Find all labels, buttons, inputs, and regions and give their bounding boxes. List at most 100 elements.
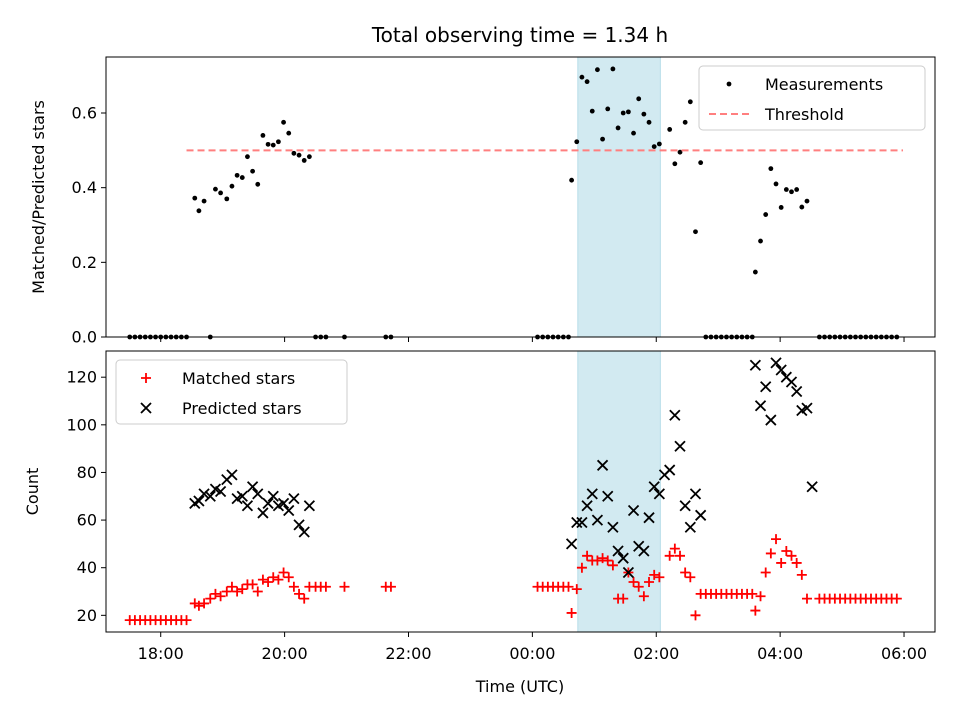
data-point <box>278 567 289 578</box>
data-point <box>263 576 274 587</box>
data-point <box>679 500 691 512</box>
data-point <box>664 464 676 476</box>
x-tick-label: 02:00 <box>633 644 679 663</box>
data-point <box>631 130 636 136</box>
data-point <box>796 569 807 580</box>
data-point <box>775 364 787 376</box>
x-tick-label: 00:00 <box>509 644 555 663</box>
data-point <box>786 550 797 561</box>
data-point <box>579 74 585 80</box>
data-point <box>210 588 221 599</box>
data-point <box>246 481 259 493</box>
data-point <box>781 546 792 557</box>
data-point <box>576 516 588 529</box>
data-point <box>791 557 802 568</box>
data-point <box>239 175 245 180</box>
data-point <box>574 139 580 145</box>
data-point <box>602 490 614 502</box>
axes-frame <box>105 350 936 633</box>
data-point <box>602 555 613 566</box>
legend-marker <box>141 373 151 383</box>
data-point <box>698 160 704 166</box>
data-point <box>669 543 680 554</box>
data-point <box>687 99 693 105</box>
data-point <box>252 488 264 500</box>
data-point <box>618 593 629 604</box>
legend-label: Predicted stars <box>182 399 302 418</box>
data-point <box>607 521 619 533</box>
data-point <box>265 141 271 147</box>
x-tick-label: 18:00 <box>138 644 184 663</box>
data-point <box>680 567 691 578</box>
data-point <box>648 481 660 493</box>
data-point <box>763 212 769 217</box>
data-point <box>293 519 305 531</box>
data-point <box>783 187 789 192</box>
y-tick-label: 0.4 <box>72 178 97 197</box>
data-point <box>584 79 590 85</box>
data-point <box>747 588 758 599</box>
data-point <box>789 189 794 195</box>
data-point <box>221 586 232 597</box>
bottom-panel: 20 40 60 80 100 120 18:00 20:00 22:00 00:00 02:00 0… <box>23 350 936 663</box>
legend: Measurements Threshold <box>698 65 926 131</box>
y-tick-label: 0.6 <box>72 104 97 123</box>
data-point <box>581 500 593 512</box>
data-point <box>684 521 696 533</box>
data-point <box>628 576 639 587</box>
data-point <box>620 110 626 116</box>
data-point <box>236 490 248 502</box>
data-point <box>298 526 310 538</box>
data-point <box>770 357 782 369</box>
y-axis-label: Count <box>23 468 42 516</box>
data-point <box>785 376 798 388</box>
data-point <box>339 581 350 592</box>
data-point <box>695 509 707 521</box>
data-point <box>778 205 784 210</box>
data-point <box>201 198 207 204</box>
data-point <box>218 190 223 196</box>
data-point <box>649 569 660 580</box>
y-tick-label: 60 <box>77 511 97 530</box>
data-point <box>288 581 299 592</box>
data-point <box>296 152 302 158</box>
data-point <box>752 269 758 275</box>
data-point <box>198 488 210 500</box>
top-panel: 0.0 0.2 0.4 0.6 Matched/Predicted stars Measu… <box>29 56 936 347</box>
series-predicted-stars <box>189 357 818 579</box>
data-point <box>672 161 678 167</box>
data-point <box>281 119 286 125</box>
data-point <box>320 581 331 592</box>
data-point <box>229 183 235 189</box>
data-point <box>241 500 254 512</box>
data-point <box>569 177 575 183</box>
data-point <box>689 488 702 500</box>
data-point <box>565 538 578 550</box>
data-point <box>196 208 202 214</box>
x-tick-label: 22:00 <box>385 644 431 663</box>
data-point <box>234 172 240 178</box>
data-point <box>283 504 295 517</box>
data-point <box>591 514 604 526</box>
data-point <box>214 485 227 498</box>
y-tick-label: 40 <box>77 558 97 577</box>
data-point <box>610 66 616 72</box>
data-point <box>192 195 198 201</box>
y-tick-label: 100 <box>66 415 97 434</box>
data-point <box>653 488 665 500</box>
y-tick-label: 0.0 <box>72 328 97 347</box>
data-point <box>385 581 396 592</box>
chart-title: Total observing time = 1.34 h <box>371 23 668 47</box>
legend-label: Matched stars <box>182 369 295 388</box>
data-point <box>638 591 649 602</box>
data-point <box>801 593 812 604</box>
data-point <box>617 552 629 564</box>
y-tick-label: 120 <box>66 368 97 387</box>
data-point <box>651 144 657 150</box>
data-point <box>760 567 771 578</box>
x-tick-label: 20:00 <box>262 644 308 663</box>
highlight-span <box>577 56 661 338</box>
data-point <box>226 469 238 481</box>
data-point <box>654 572 665 583</box>
